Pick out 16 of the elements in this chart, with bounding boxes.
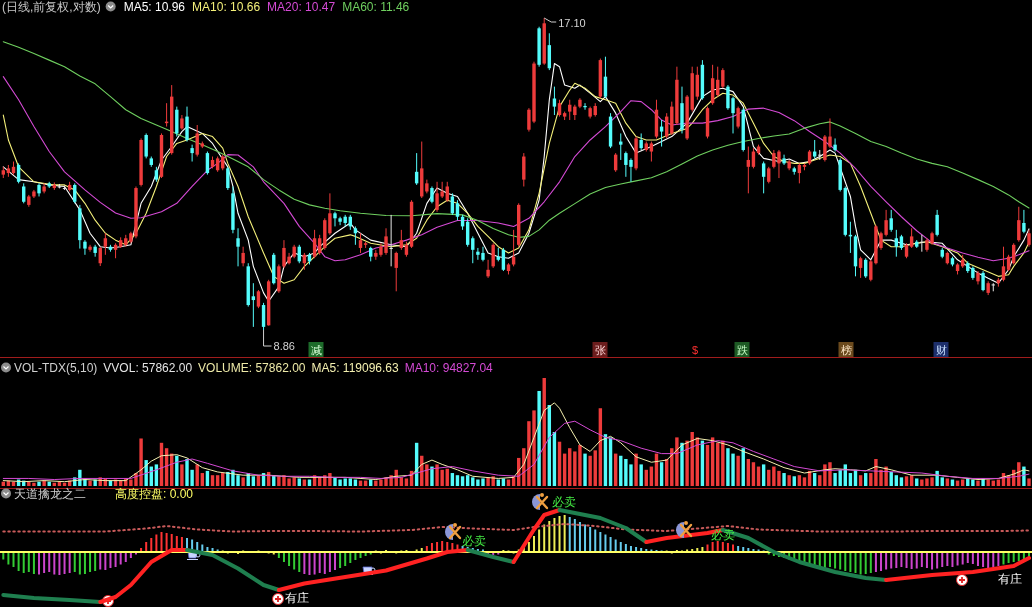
chart-title: (日线,前复权,对数): [2, 0, 101, 14]
chart-title: 天道擒龙之二: [14, 487, 86, 501]
chart-subtitle: 高度控盘: 0.00: [115, 487, 194, 501]
annotation: $: [691, 344, 699, 356]
annotation: 17.10: [558, 16, 586, 29]
legend: MA5: 119096.63 MA10: 94827.04: [311, 361, 493, 375]
chart-subtitle: VVOL: 57862.00: [103, 361, 193, 375]
annotation: 必卖: [552, 495, 576, 509]
annotation: VOLUME: 57862.00: [198, 361, 306, 375]
annotation: 有庄: [285, 591, 309, 605]
annotation: 17.10: [543, 16, 586, 29]
chart-title: VOL-TDX(5,10): [14, 361, 98, 375]
annotation: 必卖: [462, 534, 486, 548]
annotation: 8.86: [263, 329, 295, 352]
legend: MA5: 10.96 MA10: 10.66 MA20: 10.47 MA60: 11.46: [123, 0, 410, 14]
annotation: 有庄: [998, 572, 1022, 586]
